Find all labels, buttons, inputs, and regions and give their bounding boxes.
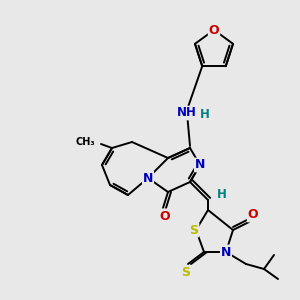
Text: O: O xyxy=(248,208,258,221)
Text: H: H xyxy=(200,109,210,122)
Text: N: N xyxy=(221,245,231,259)
Text: S: S xyxy=(190,224,199,236)
Text: CH₃: CH₃ xyxy=(75,137,95,147)
Text: S: S xyxy=(182,266,190,280)
Text: O: O xyxy=(209,23,219,37)
Text: N: N xyxy=(195,158,205,172)
Text: H: H xyxy=(217,188,227,202)
Text: N: N xyxy=(143,172,153,184)
Text: O: O xyxy=(160,209,170,223)
Text: NH: NH xyxy=(177,106,197,119)
